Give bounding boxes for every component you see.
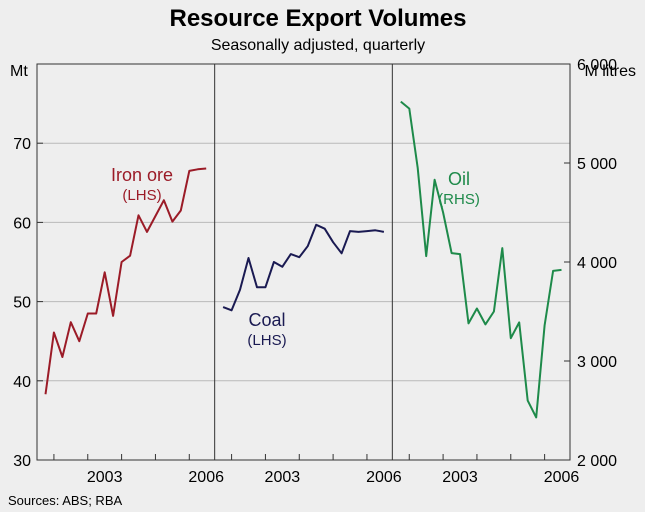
x-tick-label: 2006 bbox=[544, 469, 580, 486]
chart-title: Resource Export Volumes bbox=[170, 5, 467, 32]
left-tick-label: 60 bbox=[13, 215, 31, 232]
right-tick-label: 2 000 bbox=[577, 453, 617, 470]
oil-line bbox=[400, 100, 562, 419]
x-tick-label: 2006 bbox=[188, 469, 224, 486]
right-axis-unit: M litres bbox=[584, 63, 636, 80]
plot-frame bbox=[36, 63, 571, 461]
iron-ore-label: Iron ore bbox=[111, 165, 173, 185]
oil-axis-label: (RHS) bbox=[438, 191, 480, 208]
right-tick-label: 3 000 bbox=[577, 354, 617, 371]
x-tick-label: 2006 bbox=[366, 469, 402, 486]
left-axis-unit: Mt bbox=[10, 63, 28, 80]
left-tick-label: 70 bbox=[13, 136, 31, 153]
source-note: Sources: ABS; RBA bbox=[8, 493, 122, 508]
coal-line bbox=[222, 223, 385, 312]
gridlines bbox=[37, 142, 570, 382]
iron-ore-axis-label: (LHS) bbox=[122, 187, 161, 204]
left-tick-label: 30 bbox=[13, 453, 31, 470]
chart-subtitle: Seasonally adjusted, quarterly bbox=[211, 37, 425, 54]
oil-label: Oil bbox=[448, 169, 470, 189]
right-tick-label: 6 000 bbox=[577, 57, 617, 74]
right-tick-label: 4 000 bbox=[577, 255, 617, 272]
right-tick-label: 5 000 bbox=[577, 156, 617, 173]
x-tick-label: 2003 bbox=[442, 469, 478, 486]
x-tick-label: 2003 bbox=[87, 469, 123, 486]
coal-axis-label: (LHS) bbox=[247, 332, 286, 349]
coal-label: Coal bbox=[248, 310, 285, 330]
iron-ore-line bbox=[44, 167, 207, 395]
left-tick-label: 40 bbox=[13, 374, 31, 391]
x-tick-label: 2003 bbox=[265, 469, 301, 486]
left-tick-label: 50 bbox=[13, 295, 31, 312]
